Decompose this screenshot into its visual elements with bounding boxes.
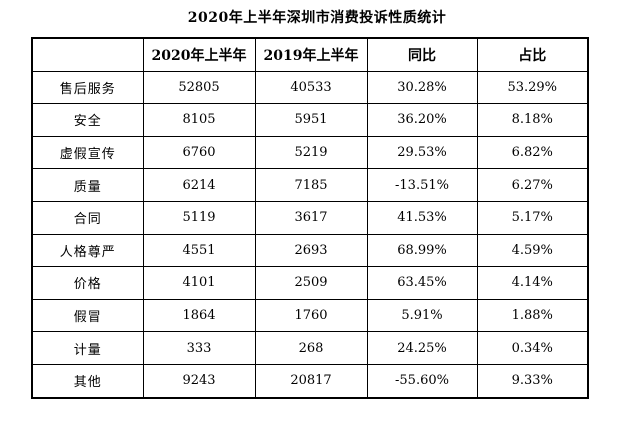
header-cell-share: 占比 xyxy=(476,37,589,72)
cell-2020: 4551 xyxy=(142,233,256,268)
table-row: 人格尊严 4551 2693 68.99% 4.59% xyxy=(31,233,589,268)
row-category: 质量 xyxy=(31,168,144,202)
cell-yoy: 68.99% xyxy=(366,233,478,268)
cell-2020: 6214 xyxy=(142,168,256,202)
cell-share: 4.59% xyxy=(476,233,589,268)
cell-share: 8.18% xyxy=(476,103,589,137)
cell-2020: 9243 xyxy=(142,363,256,399)
cell-2019: 7185 xyxy=(254,168,368,202)
row-category: 人格尊严 xyxy=(31,233,144,268)
row-category: 虚假宣传 xyxy=(31,135,144,170)
header-cell-category xyxy=(31,37,144,72)
cell-yoy: 5.91% xyxy=(366,298,478,333)
cell-share: 1.88% xyxy=(476,298,589,333)
cell-2020: 1864 xyxy=(142,298,256,333)
cell-share: 5.17% xyxy=(476,200,589,235)
cell-share: 4.14% xyxy=(476,266,589,300)
table-row: 价格 4101 2509 63.45% 4.14% xyxy=(31,266,589,300)
cell-yoy: 36.20% xyxy=(366,103,478,137)
row-category: 其他 xyxy=(31,363,144,399)
cell-2020: 52805 xyxy=(142,70,256,105)
cell-2019: 268 xyxy=(254,331,368,365)
table-row: 虚假宣传 6760 5219 29.53% 6.82% xyxy=(31,135,589,170)
table-row: 售后服务 52805 40533 30.28% 53.29% xyxy=(31,70,589,105)
cell-2020: 5119 xyxy=(142,200,256,235)
cell-share: 53.29% xyxy=(476,70,589,105)
cell-yoy: 41.53% xyxy=(366,200,478,235)
page-title: 2020年上半年深圳市消费投诉性质统计 xyxy=(187,10,447,26)
table-row: 合同 5119 3617 41.53% 5.17% xyxy=(31,200,589,235)
cell-yoy: -55.60% xyxy=(366,363,478,399)
cell-yoy: 24.25% xyxy=(366,331,478,365)
cell-2020: 333 xyxy=(142,331,256,365)
table-row: 计量 333 268 24.25% 0.34% xyxy=(31,331,589,365)
cell-yoy: 63.45% xyxy=(366,266,478,300)
complaints-table: 2020年上半年 2019年上半年 同比 占比 售后服务 52805 40533… xyxy=(31,37,589,399)
cell-2019: 2509 xyxy=(254,266,368,300)
table-row: 假冒 1864 1760 5.91% 1.88% xyxy=(31,298,589,333)
cell-2019: 1760 xyxy=(254,298,368,333)
table-row: 安全 8105 5951 36.20% 8.18% xyxy=(31,103,589,137)
row-category: 安全 xyxy=(31,103,144,137)
row-category: 计量 xyxy=(31,331,144,365)
header-cell-2020: 2020年上半年 xyxy=(142,37,256,72)
cell-share: 0.34% xyxy=(476,331,589,365)
cell-2019: 5219 xyxy=(254,135,368,170)
cell-yoy: -13.51% xyxy=(366,168,478,202)
cell-share: 9.33% xyxy=(476,363,589,399)
cell-2020: 6760 xyxy=(142,135,256,170)
cell-yoy: 29.53% xyxy=(366,135,478,170)
row-category: 合同 xyxy=(31,200,144,235)
header-cell-yoy: 同比 xyxy=(366,37,478,72)
table-row: 其他 9243 20817 -55.60% 9.33% xyxy=(31,363,589,399)
cell-yoy: 30.28% xyxy=(366,70,478,105)
cell-share: 6.27% xyxy=(476,168,589,202)
cell-share: 6.82% xyxy=(476,135,589,170)
row-category: 售后服务 xyxy=(31,70,144,105)
cell-2019: 20817 xyxy=(254,363,368,399)
row-category: 假冒 xyxy=(31,298,144,333)
header-row: 2020年上半年 2019年上半年 同比 占比 xyxy=(31,37,589,72)
cell-2019: 5951 xyxy=(254,103,368,137)
cell-2019: 40533 xyxy=(254,70,368,105)
header-cell-2019: 2019年上半年 xyxy=(254,37,368,72)
cell-2019: 3617 xyxy=(254,200,368,235)
cell-2020: 4101 xyxy=(142,266,256,300)
cell-2020: 8105 xyxy=(142,103,256,137)
row-category: 价格 xyxy=(31,266,144,300)
table-row: 质量 6214 7185 -13.51% 6.27% xyxy=(31,168,589,202)
cell-2019: 2693 xyxy=(254,233,368,268)
